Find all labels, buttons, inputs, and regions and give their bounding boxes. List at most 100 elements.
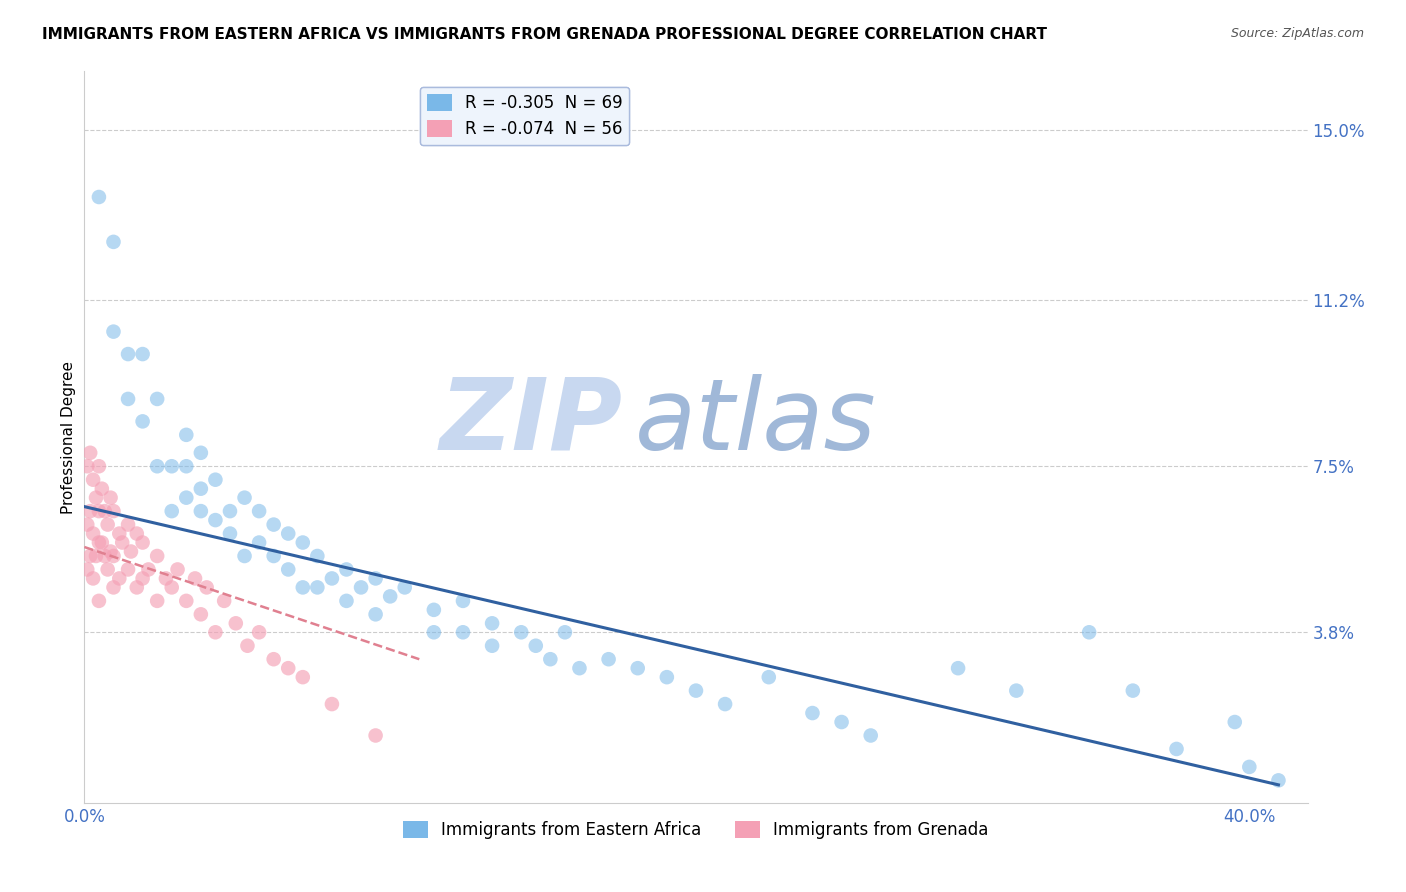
Point xyxy=(190,504,212,518)
Point xyxy=(174,459,197,474)
Point xyxy=(82,473,104,487)
Point xyxy=(103,235,125,249)
Point xyxy=(190,482,212,496)
Point xyxy=(108,526,131,541)
Point xyxy=(538,652,561,666)
Point xyxy=(146,594,169,608)
Point xyxy=(225,616,247,631)
Y-axis label: Professional Degree: Professional Degree xyxy=(60,360,76,514)
Point xyxy=(1267,773,1289,788)
Point xyxy=(307,581,329,595)
Point xyxy=(481,616,503,631)
Point xyxy=(321,571,343,585)
Point xyxy=(93,549,115,563)
Text: ZIP: ZIP xyxy=(440,374,623,471)
Point xyxy=(423,603,446,617)
Point xyxy=(82,526,104,541)
Point xyxy=(568,661,591,675)
Text: atlas: atlas xyxy=(636,374,876,471)
Point xyxy=(655,670,678,684)
Point xyxy=(82,571,104,585)
Point xyxy=(233,491,256,505)
Point xyxy=(233,549,256,563)
Legend: R = -0.305  N = 69, R = -0.074  N = 56: R = -0.305 N = 69, R = -0.074 N = 56 xyxy=(420,87,630,145)
Point xyxy=(117,562,139,576)
Point xyxy=(364,729,387,743)
Point xyxy=(481,639,503,653)
Point xyxy=(160,459,183,474)
Point xyxy=(190,446,212,460)
Point xyxy=(93,504,115,518)
Point xyxy=(801,706,824,720)
Point xyxy=(204,513,226,527)
Point xyxy=(321,697,343,711)
Point xyxy=(174,594,197,608)
Point xyxy=(125,581,148,595)
Point xyxy=(247,625,270,640)
Point xyxy=(146,459,169,474)
Point xyxy=(125,526,148,541)
Point xyxy=(524,639,547,653)
Point xyxy=(76,459,98,474)
Point xyxy=(236,639,259,653)
Point xyxy=(1239,760,1261,774)
Point xyxy=(219,504,242,518)
Point xyxy=(100,491,122,505)
Point xyxy=(946,661,969,675)
Point xyxy=(117,517,139,532)
Point xyxy=(394,581,416,595)
Point xyxy=(131,535,153,549)
Point xyxy=(1223,714,1246,729)
Point xyxy=(219,526,242,541)
Point xyxy=(146,549,169,563)
Point xyxy=(195,581,218,595)
Point xyxy=(84,549,107,563)
Point xyxy=(263,549,285,563)
Point xyxy=(131,414,153,428)
Point xyxy=(1005,683,1028,698)
Point xyxy=(103,581,125,595)
Point xyxy=(87,459,110,474)
Point xyxy=(627,661,650,675)
Point xyxy=(277,562,299,576)
Point xyxy=(174,491,197,505)
Point xyxy=(277,526,299,541)
Point xyxy=(263,517,285,532)
Point xyxy=(160,504,183,518)
Point xyxy=(174,427,197,442)
Point xyxy=(247,504,270,518)
Point xyxy=(166,562,188,576)
Point xyxy=(117,347,139,361)
Point xyxy=(451,625,474,640)
Point xyxy=(714,697,737,711)
Point xyxy=(554,625,576,640)
Point xyxy=(87,535,110,549)
Point xyxy=(97,517,120,532)
Point xyxy=(84,491,107,505)
Point xyxy=(364,571,387,585)
Point xyxy=(100,544,122,558)
Point xyxy=(79,446,101,460)
Point xyxy=(103,549,125,563)
Point xyxy=(423,625,446,640)
Point xyxy=(291,670,314,684)
Point xyxy=(380,590,402,604)
Point xyxy=(335,562,357,576)
Point xyxy=(307,549,329,563)
Point xyxy=(87,594,110,608)
Point xyxy=(79,504,101,518)
Point xyxy=(685,683,707,698)
Point xyxy=(90,535,112,549)
Point xyxy=(120,544,142,558)
Point xyxy=(87,504,110,518)
Point xyxy=(364,607,387,622)
Point xyxy=(758,670,780,684)
Point xyxy=(190,607,212,622)
Point xyxy=(76,517,98,532)
Point xyxy=(859,729,882,743)
Point xyxy=(79,549,101,563)
Point xyxy=(335,594,357,608)
Point xyxy=(108,571,131,585)
Point xyxy=(117,392,139,406)
Point xyxy=(103,504,125,518)
